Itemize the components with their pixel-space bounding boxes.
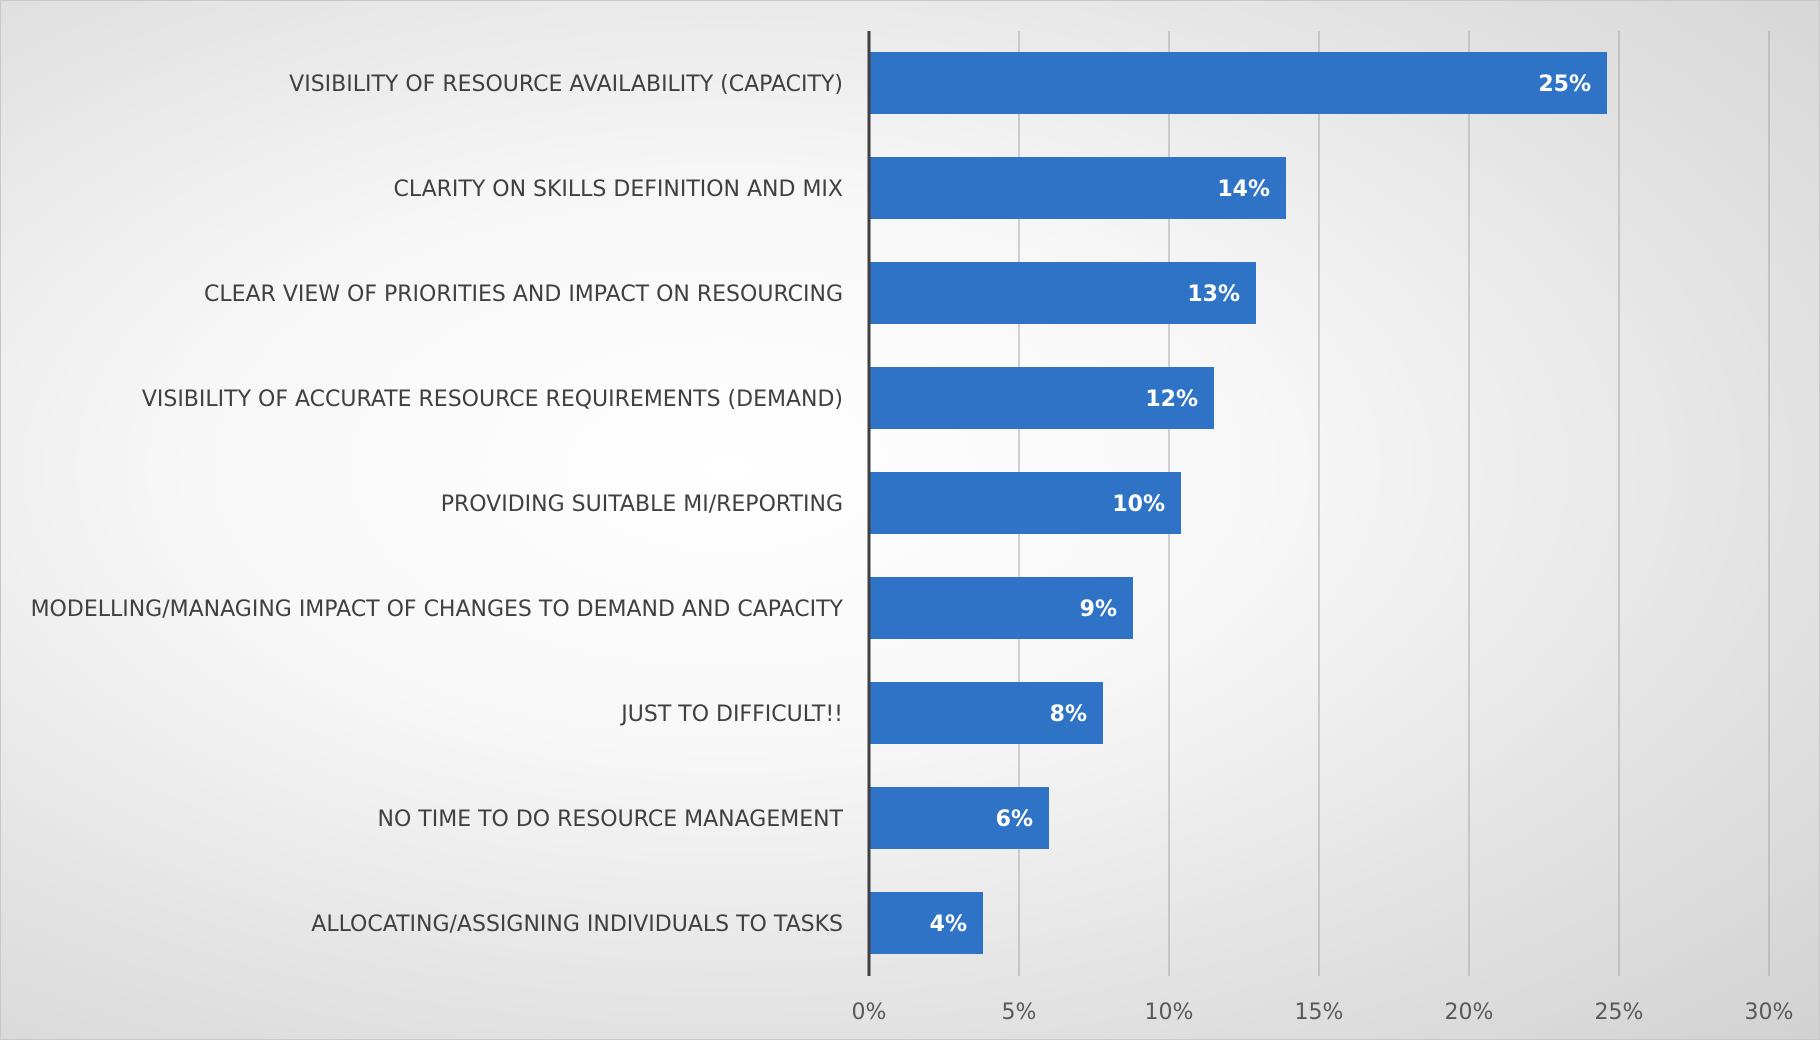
category-label: ALLOCATING/ASSIGNING INDIVIDUALS TO TASK…	[311, 912, 843, 937]
category-label: JUST TO DIFFICULT!!	[619, 702, 843, 727]
data-label: 6%	[996, 807, 1033, 832]
category-label: MODELLING/MANAGING IMPACT OF CHANGES TO …	[31, 597, 844, 622]
category-label: CLARITY ON SKILLS DEFINITION AND MIX	[393, 177, 843, 202]
category-label: VISIBILITY OF RESOURCE AVAILABILITY (CAP…	[289, 72, 843, 97]
data-label: 10%	[1112, 492, 1165, 517]
x-tick-label: 10%	[1145, 1000, 1194, 1025]
category-label: CLEAR VIEW OF PRIORITIES AND IMPACT ON R…	[204, 282, 843, 307]
data-label: 13%	[1187, 282, 1240, 307]
bar	[869, 682, 1103, 744]
x-tick-label: 15%	[1295, 1000, 1344, 1025]
bar	[869, 367, 1214, 429]
x-tick-label: 5%	[1002, 1000, 1037, 1025]
category-label: PROVIDING SUITABLE MI/REPORTING	[441, 492, 843, 517]
bar	[869, 577, 1133, 639]
data-label: 9%	[1080, 597, 1117, 622]
bar	[869, 892, 983, 954]
category-label: NO TIME TO DO RESOURCE MANAGEMENT	[378, 807, 844, 832]
bar	[869, 157, 1286, 219]
category-label: VISIBILITY OF ACCURATE RESOURCE REQUIREM…	[142, 387, 843, 412]
data-label: 14%	[1217, 177, 1270, 202]
data-label: 25%	[1538, 72, 1591, 97]
data-label: 4%	[930, 912, 967, 937]
x-tick-label: 0%	[852, 1000, 887, 1025]
data-label: 8%	[1050, 702, 1087, 727]
x-tick-label: 30%	[1745, 1000, 1794, 1025]
x-tick-label: 25%	[1595, 1000, 1644, 1025]
bar	[869, 787, 1049, 849]
bar	[869, 262, 1256, 324]
bar	[869, 52, 1607, 114]
bar	[869, 472, 1181, 534]
x-tick-label: 20%	[1445, 1000, 1494, 1025]
data-label: 12%	[1145, 387, 1198, 412]
